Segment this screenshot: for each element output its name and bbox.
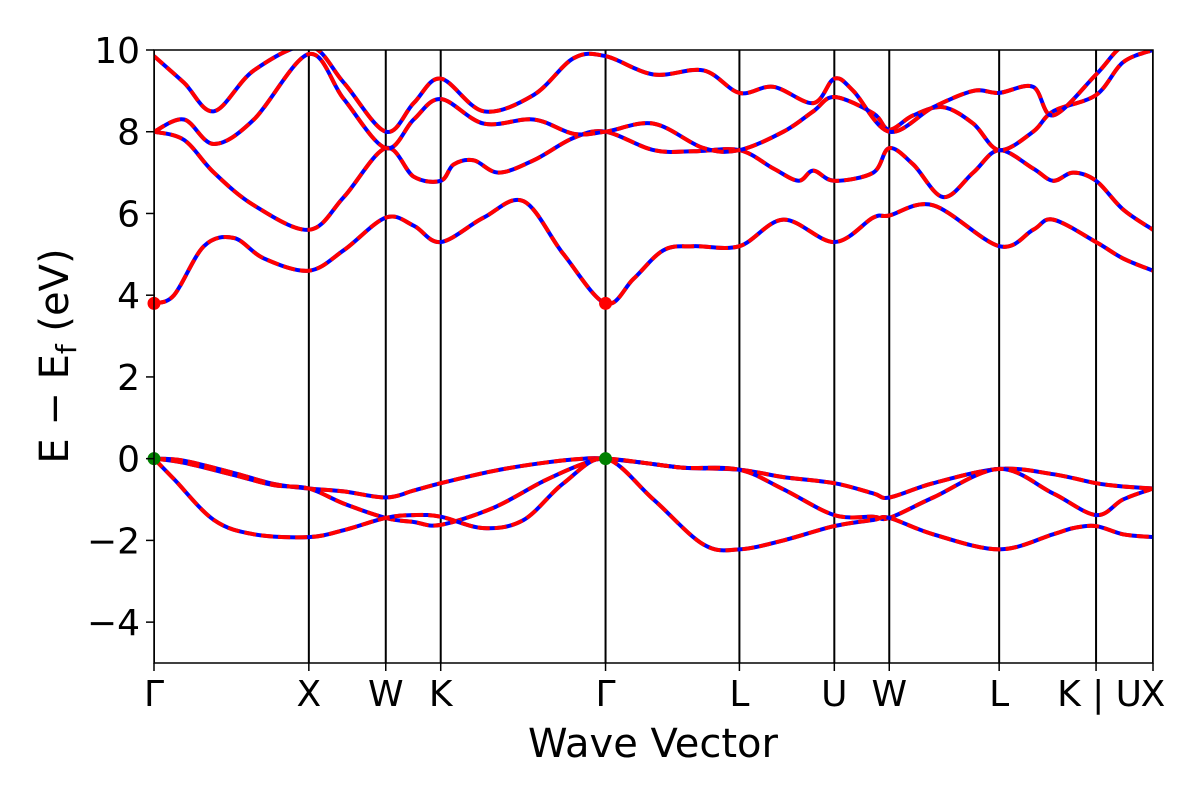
y-tick-label-5: 6 — [117, 194, 140, 235]
y-tick-label-0: −4 — [87, 603, 140, 644]
plot-area — [147, 50, 1153, 663]
y-tick-label-3: 2 — [117, 358, 140, 399]
y-axis-title-unit: (eV) — [32, 248, 78, 344]
x-tick-label-5: L — [729, 674, 749, 715]
y-tick-label-6: 8 — [117, 113, 140, 154]
x-tick-label-9: K | U — [1057, 674, 1142, 715]
x-tick-label-1: X — [297, 674, 322, 715]
x-tick-label-2: W — [368, 674, 404, 715]
x-tick-label-3: K — [429, 674, 454, 715]
cbm-point-1 — [599, 296, 613, 310]
band-1-dashed-line — [154, 456, 1153, 528]
x-tick-label-8: L — [989, 674, 1009, 715]
y-tick-label-4: 4 — [117, 276, 140, 317]
y-tick-label-7: 10 — [94, 31, 140, 72]
y-tick-label-2: 0 — [117, 440, 140, 481]
x-tick-label-0: Γ — [144, 674, 164, 715]
band-3-dashed-line — [154, 197, 1153, 306]
band-5-line — [154, 50, 1153, 154]
x-tick-label-6: U — [821, 674, 847, 715]
y-axis-title: E − Ef (eV) — [32, 248, 83, 463]
band-3-line — [154, 197, 1153, 306]
band-6-dashed-line — [154, 50, 1121, 134]
x-tick-label-4: Γ — [596, 674, 616, 715]
y-axis-title-sub: f — [50, 343, 83, 354]
y-tick-label-1: −2 — [87, 521, 140, 562]
band-5-dashed-line — [154, 50, 1153, 154]
x-tick-label-10: X — [1141, 674, 1166, 715]
plot-frame — [153, 49, 1154, 664]
vbm-point-1 — [599, 452, 613, 466]
x-axis-title: Wave Vector — [528, 721, 779, 767]
band-4-dashed-line — [154, 129, 1153, 232]
y-axis-title-main: E − E — [32, 354, 78, 464]
x-tick-label-7: W — [871, 674, 907, 715]
band-2-dashed-line — [154, 456, 1153, 553]
band-4-line — [154, 129, 1153, 232]
